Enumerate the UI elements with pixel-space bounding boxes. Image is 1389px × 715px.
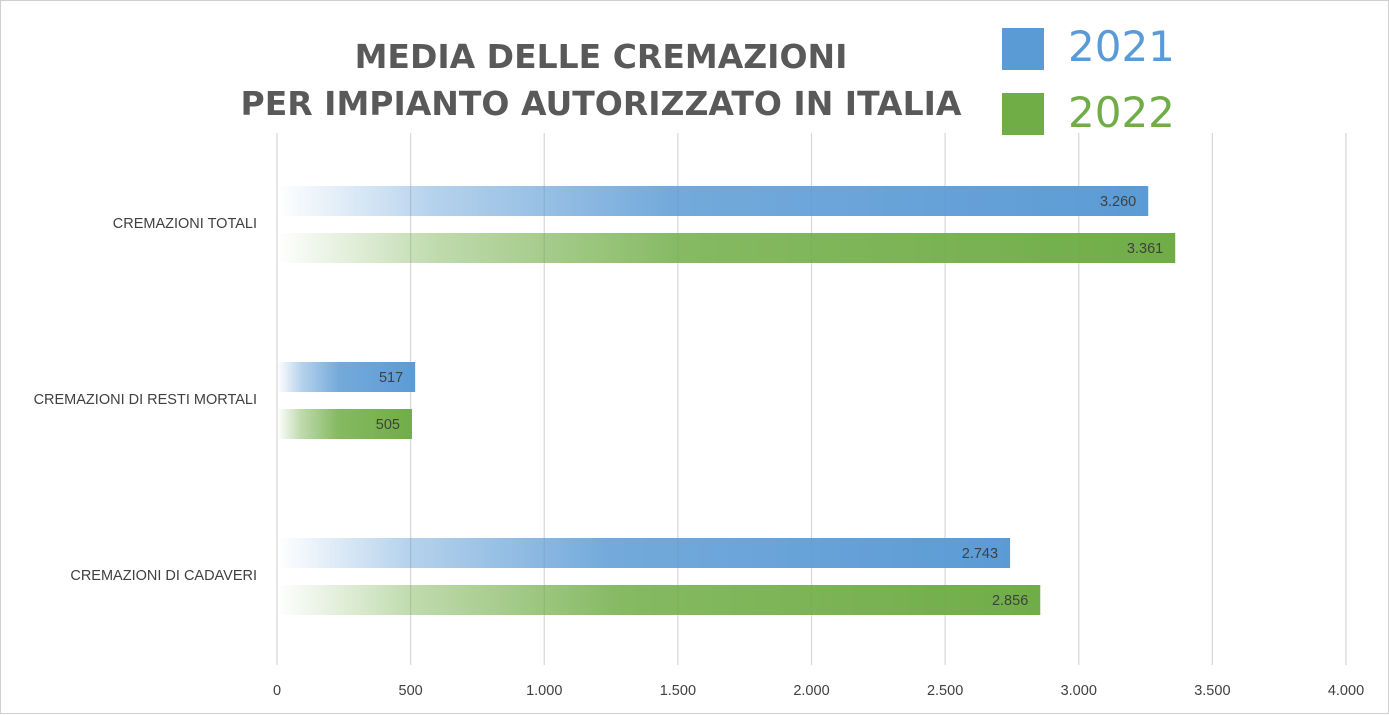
x-tick-label-5: 2.500: [927, 683, 963, 699]
legend-swatch-2022: [1002, 93, 1044, 135]
bar-0-series-2022: [277, 233, 1176, 263]
bar-2-series-2022: [277, 585, 1041, 615]
data-label-2-series-2022: 2.856: [992, 593, 1028, 609]
bar-0-series-2021: [277, 186, 1149, 216]
x-tick-label-7: 3.500: [1194, 683, 1230, 699]
data-label-1-series-2022: 505: [376, 417, 400, 433]
bar-2-series-2021: [277, 538, 1011, 568]
category-label-resti-mortali: CREMAZIONI DI RESTI MORTALI: [33, 392, 257, 408]
legend-label-2022: 2022: [1068, 88, 1175, 137]
data-label-2-series-2021: 2.743: [962, 546, 998, 562]
x-tick-label-4: 2.000: [793, 683, 829, 699]
chart-title-line-1: MEDIA DELLE CREMAZIONI: [354, 37, 848, 76]
category-label-cadaveri: CREMAZIONI DI CADAVERI: [70, 568, 257, 584]
x-tick-label-1: 500: [399, 683, 423, 699]
x-tick-label-3: 1.500: [660, 683, 696, 699]
x-tick-label-0: 0: [273, 683, 281, 699]
legend-swatch-2021: [1002, 28, 1044, 70]
bar-1-series-2021: [277, 362, 416, 392]
data-label-1-series-2021: 517: [379, 370, 403, 386]
chart-title-line-2: PER IMPIANTO AUTORIZZATO IN ITALIA: [240, 84, 962, 123]
data-label-0-series-2021: 3.260: [1100, 194, 1136, 210]
bar-1-series-2022: [277, 409, 412, 439]
x-tick-label-6: 3.000: [1061, 683, 1097, 699]
x-tick-label-2: 1.000: [526, 683, 562, 699]
legend-label-2021: 2021: [1068, 22, 1175, 71]
category-label-cremazioni-totali: CREMAZIONI TOTALI: [112, 216, 257, 232]
data-label-0-series-2022: 3.361: [1127, 241, 1163, 257]
x-tick-label-8: 4.000: [1328, 683, 1364, 699]
